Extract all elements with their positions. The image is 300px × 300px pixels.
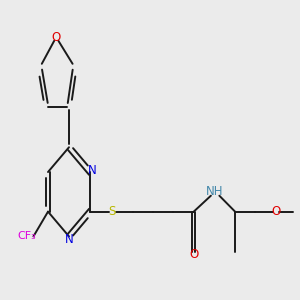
Text: S: S — [108, 205, 116, 218]
Text: N: N — [88, 164, 97, 177]
Text: O: O — [189, 248, 198, 261]
Text: NH: NH — [206, 185, 224, 198]
Text: O: O — [52, 31, 61, 44]
Text: O: O — [271, 205, 280, 218]
Text: CF₃: CF₃ — [18, 231, 36, 242]
Text: N: N — [64, 233, 74, 246]
